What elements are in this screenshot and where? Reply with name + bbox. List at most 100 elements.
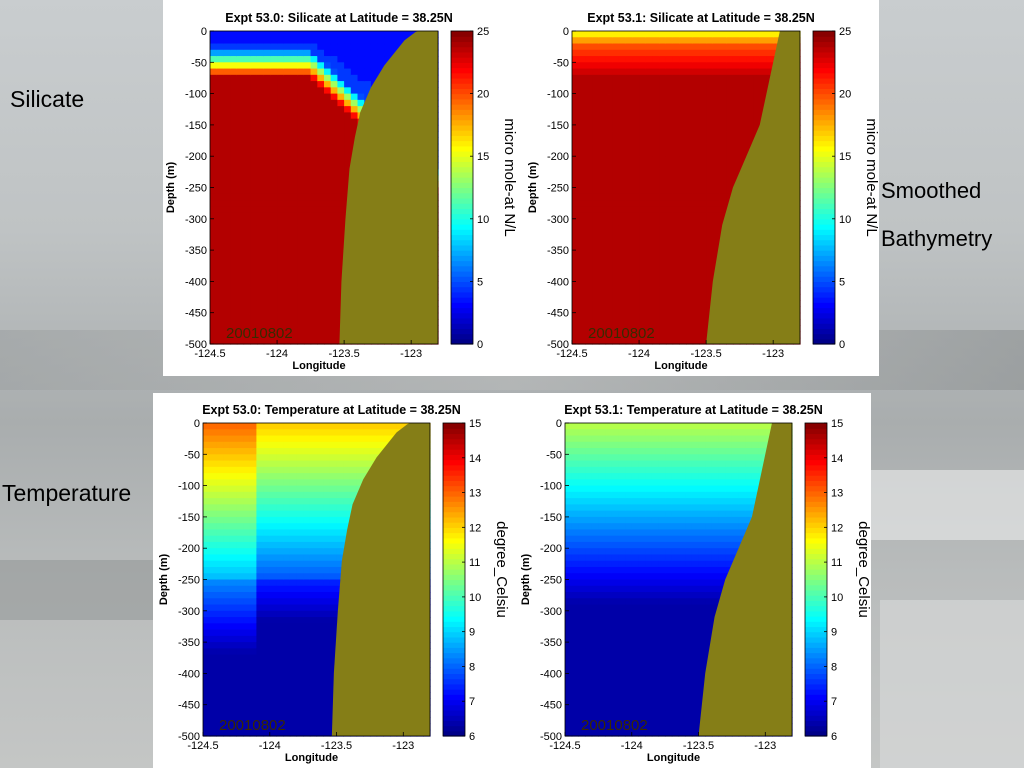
field-cell <box>270 100 277 107</box>
field-cell <box>210 673 217 680</box>
field-cell <box>626 144 633 151</box>
field-cell <box>303 492 310 499</box>
field-cell <box>243 698 250 705</box>
field-cell <box>297 94 304 101</box>
field-cell <box>270 611 277 618</box>
field-cell <box>686 281 693 288</box>
field-cell <box>579 338 586 345</box>
field-cell <box>284 250 291 257</box>
field-cell <box>699 331 706 338</box>
field-cell <box>311 275 318 282</box>
field-cell <box>250 442 257 449</box>
field-cell <box>324 169 331 176</box>
field-cell <box>310 461 317 468</box>
field-cell <box>296 711 303 718</box>
field-cell <box>210 338 217 345</box>
field-cell <box>639 44 646 51</box>
field-cell <box>330 479 337 486</box>
field-cell <box>284 306 291 313</box>
field-cell <box>753 94 760 101</box>
field-cell <box>216 461 223 468</box>
field-cell <box>223 673 230 680</box>
field-cell <box>330 454 337 461</box>
field-cell <box>713 231 720 238</box>
field-cell <box>324 94 331 101</box>
field-cell <box>324 194 331 201</box>
field-cell <box>256 567 263 574</box>
field-cell <box>283 536 290 543</box>
field-cell <box>250 137 257 144</box>
field-cell <box>599 200 606 207</box>
field-cell <box>317 137 324 144</box>
field-cell <box>237 81 244 88</box>
field-cell <box>753 69 760 76</box>
field-cell <box>632 131 639 138</box>
field-cell <box>673 263 680 270</box>
colorbar-segment <box>451 302 473 308</box>
field-cell <box>303 648 310 655</box>
field-cell <box>236 686 243 693</box>
field-cell <box>304 338 311 345</box>
field-cell <box>760 44 767 51</box>
field-cell <box>619 156 626 163</box>
field-cell <box>330 586 337 593</box>
field-cell <box>230 94 237 101</box>
field-cell <box>250 269 257 276</box>
field-cell <box>304 56 311 63</box>
field-cell <box>311 119 318 126</box>
field-cell <box>304 281 311 288</box>
field-cell <box>244 162 251 169</box>
field-cell <box>203 680 210 687</box>
field-cell <box>720 162 727 169</box>
field-cell <box>244 181 251 188</box>
field-cell <box>250 206 257 213</box>
field-cell <box>263 642 270 649</box>
field-cell <box>270 498 277 505</box>
field-cell <box>257 200 264 207</box>
field-cell <box>217 94 224 101</box>
field-cell <box>606 37 613 44</box>
field-cell <box>296 473 303 480</box>
colorbar-segment <box>451 271 473 277</box>
field-cell <box>679 181 686 188</box>
field-cell <box>572 50 579 57</box>
field-cell <box>579 219 586 226</box>
field-cell <box>290 605 297 612</box>
field-cell <box>673 294 680 301</box>
field-cell <box>303 730 310 737</box>
field-cell <box>592 206 599 213</box>
field-cell <box>579 37 586 44</box>
field-cell <box>276 686 283 693</box>
field-cell <box>626 81 633 88</box>
field-cell <box>270 529 277 536</box>
field-cell <box>210 162 217 169</box>
field-cell <box>592 281 599 288</box>
field-cell <box>270 517 277 524</box>
field-cell <box>217 37 224 44</box>
field-cell <box>740 119 747 126</box>
field-cell <box>579 231 586 238</box>
field-cell <box>673 331 680 338</box>
field-cell <box>599 275 606 282</box>
x-tick-label: -124.5 <box>194 348 225 360</box>
field-cell <box>766 56 773 63</box>
field-cell <box>243 686 250 693</box>
colorbar-segment <box>813 214 835 220</box>
field-cell <box>686 275 693 282</box>
field-cell <box>296 517 303 524</box>
field-cell <box>244 175 251 182</box>
field-cell <box>673 87 680 94</box>
field-cell <box>237 62 244 69</box>
field-cell <box>311 269 318 276</box>
field-cell <box>659 294 666 301</box>
field-cell <box>720 75 727 82</box>
field-cell <box>237 144 244 151</box>
field-cell <box>210 81 217 88</box>
field-cell <box>256 511 263 518</box>
field-cell <box>257 275 264 282</box>
smoothed-label: Smoothed <box>881 178 981 204</box>
field-cell <box>223 486 230 493</box>
field-cell <box>264 206 271 213</box>
field-cell <box>250 31 257 38</box>
field-cell <box>217 275 224 282</box>
